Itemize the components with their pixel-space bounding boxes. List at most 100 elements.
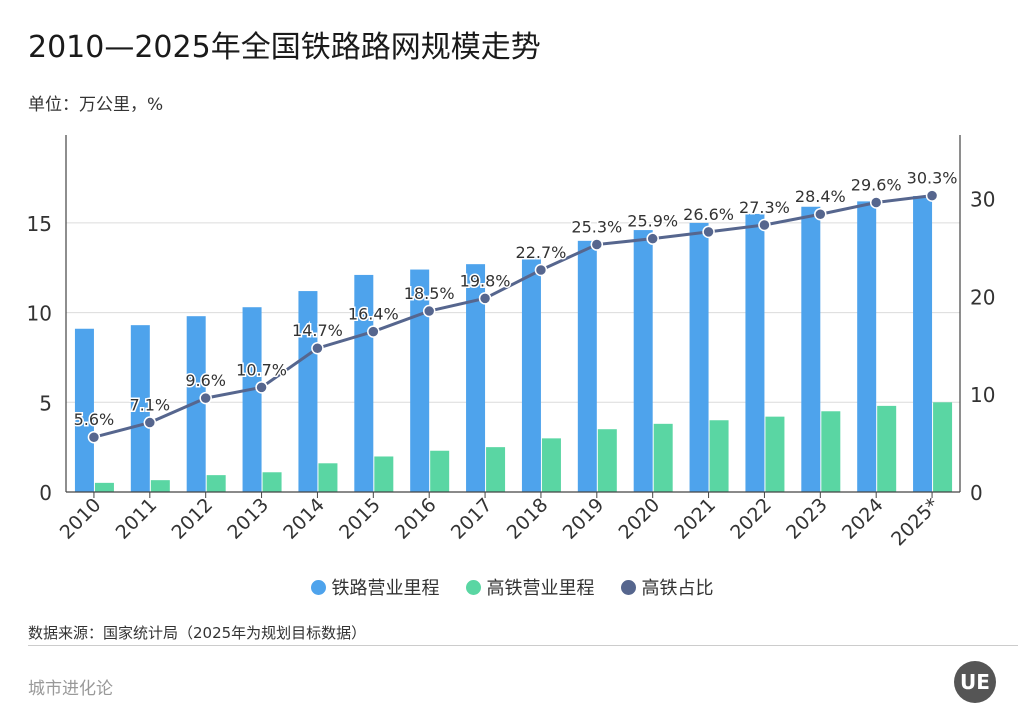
- point-hsr-share: [534, 263, 548, 277]
- y-left-tick-label: 5: [39, 391, 52, 415]
- x-tick-label: 2018: [503, 494, 553, 544]
- legend-item-hsr[interactable]: 高铁营业里程: [465, 574, 595, 600]
- point-hsr-share: [702, 225, 715, 239]
- data-label-hsr-share: 27.3%: [739, 198, 790, 217]
- x-tick-label: 2015: [335, 494, 385, 544]
- bar-railway-mileage: [74, 328, 94, 492]
- brand-name: 城市进化论: [28, 679, 113, 699]
- point-hsr-share: [143, 416, 157, 429]
- unit-label: 单位：万公里，%: [28, 95, 164, 115]
- bar-hsr-mileage: [430, 450, 450, 492]
- bar-railway-mileage: [689, 222, 709, 492]
- x-tick-label: 2010: [56, 494, 106, 544]
- point-hsr-share: [646, 232, 659, 245]
- divider: [28, 645, 1018, 646]
- data-label-hsr-share: 28.4%: [795, 187, 846, 206]
- bar-hsr-mileage: [206, 475, 226, 492]
- bar-railway-mileage: [466, 264, 486, 492]
- point-hsr-share: [199, 391, 212, 405]
- bar-hsr-mileage: [150, 480, 170, 492]
- point-hsr-share: [869, 196, 883, 209]
- bar-railway-mileage: [801, 206, 821, 492]
- x-tick-label: 2011: [112, 494, 162, 544]
- bar-hsr-mileage: [262, 472, 282, 492]
- y-right-tick-label: 30: [970, 188, 995, 212]
- data-label-hsr-share: 5.6%: [74, 410, 115, 429]
- bar-hsr-mileage: [709, 420, 729, 492]
- x-tick-label: 2024: [838, 494, 888, 544]
- x-tick-label: 2012: [167, 494, 217, 544]
- data-label-hsr-share: 30.3%: [907, 169, 958, 188]
- point-hsr-share: [367, 325, 380, 338]
- y-left-tick-label: 0: [39, 481, 52, 505]
- bar-railway-mileage: [186, 316, 206, 492]
- point-hsr-share: [422, 304, 436, 318]
- bar-hsr-mileage: [877, 405, 897, 492]
- data-label-hsr-share: 18.5%: [404, 284, 455, 303]
- x-tick-label: 2013: [223, 494, 273, 544]
- bar-hsr-mileage: [821, 411, 841, 492]
- bar-hsr-mileage: [486, 447, 506, 492]
- bar-hsr-mileage: [653, 423, 673, 492]
- y-left-tick-label: 15: [27, 212, 52, 236]
- bar-railway-mileage: [577, 240, 597, 492]
- x-tick-label: 2023: [782, 494, 832, 544]
- y-left-tick-label: 10: [27, 302, 52, 326]
- bar-railway-mileage: [521, 256, 541, 492]
- legend-label: 高铁营业里程: [486, 578, 595, 599]
- data-source: 数据来源：国家统计局（2025年为规划目标数据）: [28, 624, 367, 642]
- legend-swatch: [310, 579, 326, 595]
- x-tick-label: 2014: [279, 494, 329, 544]
- point-hsr-share: [925, 189, 939, 202]
- line-hsr-share: [93, 194, 933, 439]
- brand-logo: UE: [954, 661, 996, 703]
- x-tick-label: 2020: [614, 494, 664, 544]
- point-hsr-share: [478, 292, 492, 305]
- legend-swatch: [465, 579, 481, 595]
- chart-title: 2010—2025年全国铁路路网规模走势: [28, 30, 541, 65]
- point-hsr-share: [590, 238, 604, 251]
- data-label-hsr-share: 19.8%: [460, 271, 511, 290]
- bar-railway-mileage: [242, 307, 262, 492]
- bar-railway-mileage: [298, 291, 318, 492]
- bar-hsr-mileage: [765, 416, 785, 492]
- point-hsr-share: [758, 218, 771, 232]
- point-hsr-share: [255, 381, 268, 394]
- point-hsr-share: [87, 430, 101, 444]
- data-label-hsr-share: 25.9%: [627, 212, 678, 231]
- data-label-hsr-share: 25.3%: [571, 218, 622, 237]
- bar-railway-mileage: [410, 269, 430, 492]
- y-right-tick-label: 0: [970, 481, 983, 505]
- data-label-hsr-share: 9.6%: [185, 371, 226, 390]
- bar-hsr-mileage: [94, 482, 114, 492]
- x-tick-label: 2016: [391, 494, 441, 544]
- x-tick-label: 2025*: [887, 494, 943, 550]
- data-label-hsr-share: 29.6%: [851, 175, 902, 194]
- x-tick-label: 2017: [447, 494, 497, 544]
- x-tick-label: 2019: [559, 494, 609, 544]
- x-tick-label: 2021: [670, 494, 720, 544]
- data-label-hsr-share: 22.7%: [516, 243, 567, 262]
- point-hsr-share: [311, 341, 324, 355]
- bar-railway-mileage: [633, 230, 653, 493]
- legend-item-railway[interactable]: 铁路营业里程: [310, 574, 440, 600]
- bar-railway-mileage: [745, 213, 765, 492]
- data-label-hsr-share: 7.1%: [129, 396, 170, 415]
- y-right-tick-label: 10: [970, 383, 995, 407]
- bar-railway-mileage: [857, 201, 877, 492]
- bar-hsr-mileage: [541, 438, 561, 492]
- bar-hsr-mileage: [374, 456, 394, 492]
- data-label-hsr-share: 14.7%: [292, 321, 343, 340]
- bar-hsr-mileage: [933, 402, 953, 492]
- data-label-hsr-share: 10.7%: [236, 360, 287, 379]
- data-label-hsr-share: 16.4%: [348, 305, 399, 324]
- bar-railway-mileage: [913, 195, 933, 492]
- x-tick-label: 2022: [726, 494, 776, 544]
- bar-hsr-mileage: [597, 429, 617, 492]
- legend-item-hsr-share[interactable]: 高铁占比: [620, 574, 714, 600]
- point-hsr-share: [814, 207, 827, 221]
- bar-hsr-mileage: [318, 463, 338, 492]
- legend-label: 高铁占比: [641, 578, 714, 599]
- legend-swatch: [620, 579, 636, 595]
